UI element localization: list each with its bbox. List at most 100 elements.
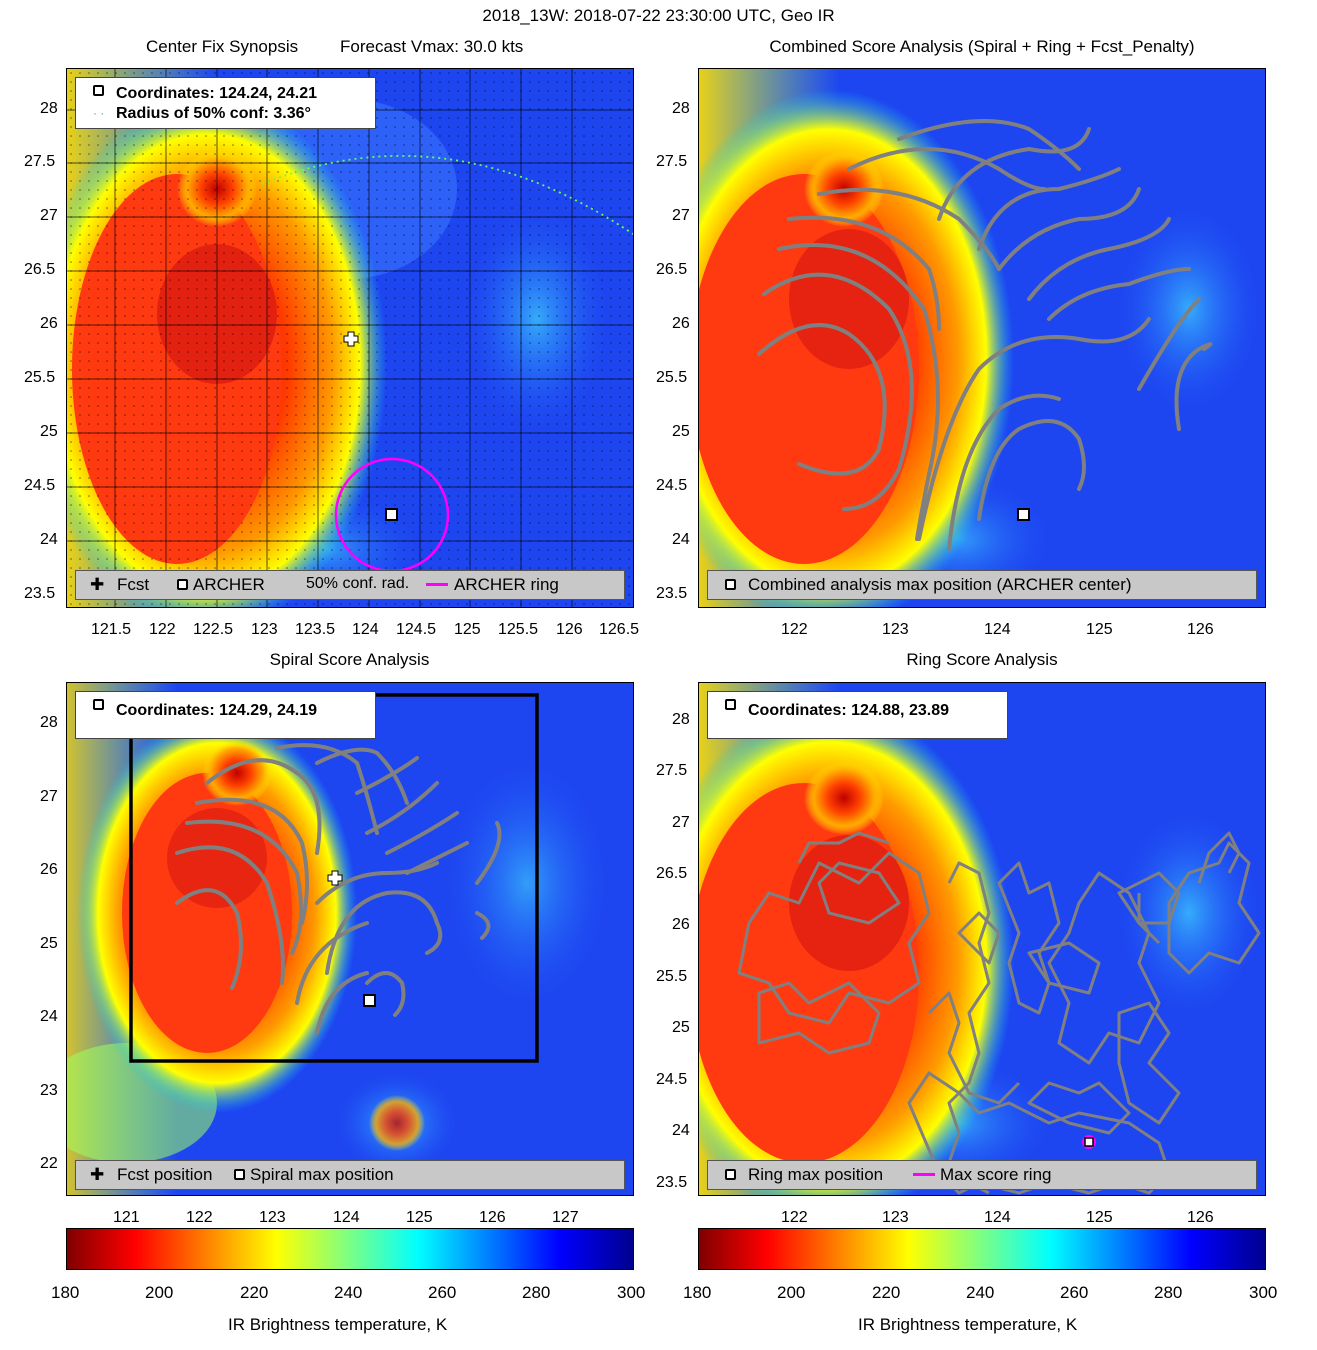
- cross-icon: ✚: [90, 575, 105, 594]
- archer-center-marker: [1017, 508, 1030, 521]
- x-tick: 124.5: [396, 621, 437, 638]
- x-tick: 122.5: [193, 621, 234, 638]
- ring-title: Ring Score Analysis: [906, 650, 1058, 669]
- magenta-line-icon: [913, 1173, 935, 1176]
- x-tick: 121.5: [91, 621, 132, 638]
- y-tick: 23: [40, 1082, 58, 1099]
- legend-spiral-max: Spiral max position: [250, 1165, 394, 1184]
- spiral-panel: Coordinates: 124.29, 24.19 ✚ Fcst positi…: [66, 682, 634, 1196]
- figure-title: 2018_13W: 2018-07-22 23:30:00 UTC, Geo I…: [482, 6, 835, 25]
- x-tick: 122: [186, 1209, 213, 1226]
- y-tick: 25.5: [24, 369, 56, 386]
- legend-conf: 50% conf. rad.: [306, 575, 410, 592]
- x-tick: 125.5: [498, 621, 539, 638]
- y-tick: 26: [40, 861, 58, 878]
- x-tick: 125: [1086, 621, 1113, 638]
- y-tick: 23.5: [24, 585, 56, 602]
- max-score-ring: [1082, 1135, 1096, 1149]
- y-tick: 26.5: [24, 261, 56, 278]
- y-tick: 24.5: [656, 1071, 688, 1088]
- square-marker-icon: [725, 699, 736, 710]
- y-tick: 24: [672, 531, 690, 548]
- y-tick: 23.5: [656, 1174, 688, 1191]
- colorbar-tick: 220: [872, 1283, 901, 1302]
- y-tick: 27.5: [24, 153, 56, 170]
- x-tick: 122: [781, 1209, 808, 1226]
- spiral-coord-box: Coordinates: 124.29, 24.19: [75, 691, 376, 739]
- legend-ring: ARCHER ring: [454, 575, 559, 594]
- x-tick: 123: [259, 1209, 286, 1226]
- x-tick: 126: [1187, 1209, 1214, 1226]
- center-fix-title: Center Fix Synopsis: [146, 37, 299, 56]
- cross-icon: ✚: [90, 1165, 105, 1184]
- combined-score-contours: [757, 119, 1213, 551]
- x-tick: 124: [984, 621, 1011, 638]
- combined-map: [699, 69, 1265, 607]
- y-tick: 25: [672, 1019, 690, 1036]
- spiral-map: [67, 683, 633, 1195]
- ring-map: [699, 683, 1265, 1195]
- colorbar-tick: 180: [683, 1283, 712, 1302]
- spiral-score-contours: [175, 743, 502, 1035]
- spiral-title: Spiral Score Analysis: [269, 650, 430, 669]
- y-tick: 25: [40, 423, 58, 440]
- y-tick: 24: [672, 1122, 690, 1139]
- colorbar-tick: 180: [51, 1283, 80, 1302]
- y-tick: 28: [40, 100, 58, 117]
- legend-combined-max: Combined analysis max position (ARCHER c…: [748, 575, 1132, 594]
- y-tick: 27: [672, 207, 690, 224]
- x-tick: 123: [251, 621, 278, 638]
- y-tick: 28: [40, 714, 58, 731]
- ring-coord-box: Coordinates: 124.88, 23.89: [707, 691, 1008, 739]
- magenta-line-icon: [426, 583, 448, 586]
- y-tick: 27: [40, 207, 58, 224]
- colorbar-tick: 300: [617, 1283, 646, 1302]
- coordinates-text: Coordinates: 124.88, 23.89: [748, 702, 949, 719]
- forecast-marker: [327, 870, 343, 886]
- center-fix-panel: Coordinates: 124.24, 24.21 · · Radius of…: [66, 68, 634, 608]
- y-tick: 27.5: [656, 762, 688, 779]
- x-tick: 124: [984, 1209, 1011, 1226]
- radius-text: Radius of 50% conf: 3.36°: [116, 105, 311, 122]
- spiral-max-marker: [363, 994, 376, 1007]
- y-tick: 27: [672, 814, 690, 831]
- square-marker-icon: [725, 579, 736, 590]
- x-tick: 126.5: [599, 621, 640, 638]
- square-marker-icon: [177, 579, 188, 590]
- y-tick: 26: [672, 916, 690, 933]
- y-tick: 26.5: [656, 865, 688, 882]
- y-tick: 27.5: [656, 153, 688, 170]
- colorbar-tick: 240: [966, 1283, 995, 1302]
- conf-radius-line-icon: · ·: [93, 106, 105, 120]
- ring-panel: Coordinates: 124.88, 23.89 Ring max posi…: [698, 682, 1266, 1196]
- y-tick: 24.5: [24, 477, 56, 494]
- legend-archer: ARCHER: [193, 575, 265, 594]
- y-tick: 25: [672, 423, 690, 440]
- colorbar-tick: 240: [334, 1283, 363, 1302]
- x-tick: 126: [1187, 621, 1214, 638]
- square-marker-icon: [725, 1169, 736, 1180]
- forecast-vmax-title: Forecast Vmax: 30.0 kts: [340, 37, 524, 56]
- center-fix-map: [67, 69, 633, 607]
- x-tick: 126: [556, 621, 583, 638]
- x-tick: 121: [113, 1209, 140, 1226]
- forecast-marker: [343, 331, 359, 347]
- spiral-legend: ✚ Fcst position Spiral max position: [75, 1160, 625, 1190]
- y-tick: 26: [40, 315, 58, 332]
- y-tick: 25.5: [656, 968, 688, 985]
- colorbar-tick: 220: [240, 1283, 269, 1302]
- x-tick: 127: [552, 1209, 579, 1226]
- x-tick: 124: [352, 621, 379, 638]
- square-marker-icon: [234, 1169, 245, 1180]
- x-tick: 125: [1086, 1209, 1113, 1226]
- colorbar-right-label: IR Brightness temperature, K: [858, 1315, 1078, 1334]
- x-tick: 122: [781, 621, 808, 638]
- y-tick: 24: [40, 531, 58, 548]
- combined-title: Combined Score Analysis (Spiral + Ring +…: [769, 37, 1195, 56]
- legend-fcst-position: Fcst position: [117, 1165, 213, 1184]
- ring-legend: Ring max position Max score ring: [707, 1160, 1257, 1190]
- coordinates-text: Coordinates: 124.29, 24.19: [116, 702, 317, 719]
- center-fix-coord-box: Coordinates: 124.24, 24.21 · · Radius of…: [75, 77, 376, 129]
- colorbar-tick: 260: [1060, 1283, 1089, 1302]
- y-tick: 28: [672, 711, 690, 728]
